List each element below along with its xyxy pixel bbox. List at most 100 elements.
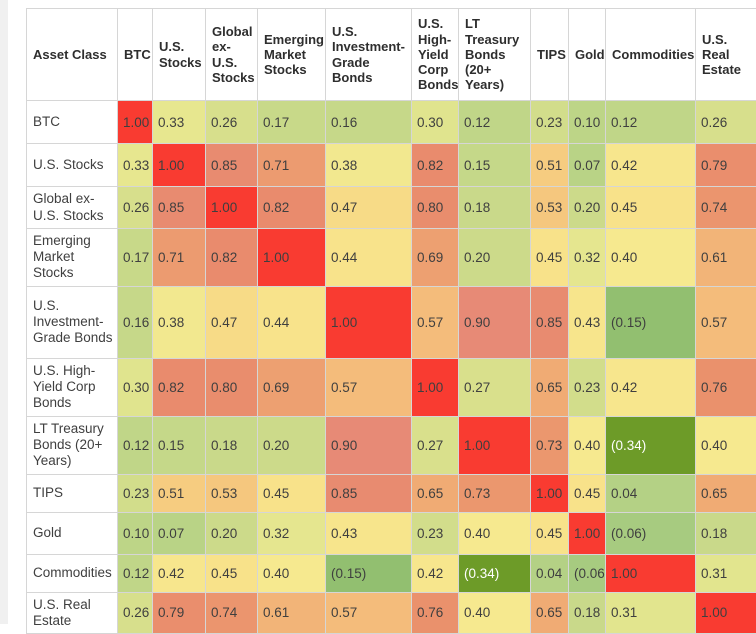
cell-u-s-investment-grade-bonds-x-u-s-investment-grade-bonds: 1.00 [326, 286, 412, 358]
cell-lt-treasury-bonds-20-years-x-u-s-high-yield-corp-bonds: 0.27 [412, 416, 459, 474]
cell-gold-x-gold: 1.00 [569, 512, 606, 554]
cell-u-s-investment-grade-bonds-x-emerging-market-stocks: 0.44 [258, 286, 326, 358]
cell-tips-x-tips: 1.00 [531, 474, 569, 512]
cell-tips-x-u-s-real-estate: 0.65 [696, 474, 756, 512]
cell-u-s-stocks-x-u-s-stocks: 1.00 [153, 144, 206, 187]
cell-emerging-market-stocks-x-emerging-market-stocks: 1.00 [258, 229, 326, 287]
cell-emerging-market-stocks-x-commodities: 0.40 [606, 229, 696, 287]
col-header-gold: Gold [569, 9, 606, 101]
row-label-global-ex-u-s-stocks: Global ex-U.S. Stocks [27, 187, 118, 229]
cell-u-s-stocks-x-btc: 0.33 [118, 144, 153, 187]
col-header-u-s-stocks: U.S. Stocks [153, 9, 206, 101]
cell-gold-x-commodities: (0.06) [606, 512, 696, 554]
cell-tips-x-lt-treasury-bonds-20-years: 0.73 [459, 474, 531, 512]
row-label-u-s-real-estate: U.S. Real Estate [27, 592, 118, 633]
row-label-lt-treasury-bonds-20-years: LT Treasury Bonds (20+ Years) [27, 416, 118, 474]
col-header-btc: BTC [118, 9, 153, 101]
cell-lt-treasury-bonds-20-years-x-gold: 0.40 [569, 416, 606, 474]
cell-gold-x-global-ex-u-s-stocks: 0.20 [206, 512, 258, 554]
cell-u-s-high-yield-corp-bonds-x-emerging-market-stocks: 0.69 [258, 358, 326, 416]
cell-u-s-real-estate-x-emerging-market-stocks: 0.61 [258, 592, 326, 633]
cell-commodities-x-emerging-market-stocks: 0.40 [258, 554, 326, 592]
cell-u-s-real-estate-x-btc: 0.26 [118, 592, 153, 633]
cell-u-s-stocks-x-commodities: 0.42 [606, 144, 696, 187]
cell-u-s-real-estate-x-commodities: 0.31 [606, 592, 696, 633]
cell-emerging-market-stocks-x-u-s-real-estate: 0.61 [696, 229, 756, 287]
cell-emerging-market-stocks-x-btc: 0.17 [118, 229, 153, 287]
cell-btc-x-u-s-real-estate: 0.26 [696, 101, 756, 144]
cell-gold-x-u-s-stocks: 0.07 [153, 512, 206, 554]
cell-tips-x-gold: 0.45 [569, 474, 606, 512]
cell-commodities-x-u-s-stocks: 0.42 [153, 554, 206, 592]
cell-btc-x-u-s-investment-grade-bonds: 0.16 [326, 101, 412, 144]
cell-u-s-real-estate-x-lt-treasury-bonds-20-years: 0.40 [459, 592, 531, 633]
col-header-tips: TIPS [531, 9, 569, 101]
cell-btc-x-global-ex-u-s-stocks: 0.26 [206, 101, 258, 144]
cell-u-s-real-estate-x-u-s-investment-grade-bonds: 0.57 [326, 592, 412, 633]
cell-gold-x-emerging-market-stocks: 0.32 [258, 512, 326, 554]
cell-commodities-x-u-s-high-yield-corp-bonds: 0.42 [412, 554, 459, 592]
cell-tips-x-emerging-market-stocks: 0.45 [258, 474, 326, 512]
cell-btc-x-lt-treasury-bonds-20-years: 0.12 [459, 101, 531, 144]
cell-u-s-high-yield-corp-bonds-x-u-s-investment-grade-bonds: 0.57 [326, 358, 412, 416]
cell-btc-x-btc: 1.00 [118, 101, 153, 144]
cell-lt-treasury-bonds-20-years-x-global-ex-u-s-stocks: 0.18 [206, 416, 258, 474]
cell-u-s-investment-grade-bonds-x-u-s-real-estate: 0.57 [696, 286, 756, 358]
cell-u-s-investment-grade-bonds-x-btc: 0.16 [118, 286, 153, 358]
cell-gold-x-u-s-real-estate: 0.18 [696, 512, 756, 554]
cell-gold-x-u-s-investment-grade-bonds: 0.43 [326, 512, 412, 554]
cell-global-ex-u-s-stocks-x-tips: 0.53 [531, 187, 569, 229]
col-header-asset-class: Asset Class [27, 9, 118, 101]
cell-u-s-high-yield-corp-bonds-x-u-s-real-estate: 0.76 [696, 358, 756, 416]
cell-global-ex-u-s-stocks-x-u-s-high-yield-corp-bonds: 0.80 [412, 187, 459, 229]
cell-u-s-stocks-x-u-s-real-estate: 0.79 [696, 144, 756, 187]
cell-global-ex-u-s-stocks-x-commodities: 0.45 [606, 187, 696, 229]
cell-lt-treasury-bonds-20-years-x-lt-treasury-bonds-20-years: 1.00 [459, 416, 531, 474]
cell-u-s-high-yield-corp-bonds-x-tips: 0.65 [531, 358, 569, 416]
cell-tips-x-btc: 0.23 [118, 474, 153, 512]
cell-u-s-real-estate-x-u-s-high-yield-corp-bonds: 0.76 [412, 592, 459, 633]
cell-tips-x-u-s-stocks: 0.51 [153, 474, 206, 512]
cell-lt-treasury-bonds-20-years-x-emerging-market-stocks: 0.20 [258, 416, 326, 474]
cell-btc-x-gold: 0.10 [569, 101, 606, 144]
row-label-emerging-market-stocks: Emerging Market Stocks [27, 229, 118, 287]
cell-u-s-investment-grade-bonds-x-u-s-high-yield-corp-bonds: 0.57 [412, 286, 459, 358]
cell-global-ex-u-s-stocks-x-u-s-investment-grade-bonds: 0.47 [326, 187, 412, 229]
cell-u-s-high-yield-corp-bonds-x-u-s-high-yield-corp-bonds: 1.00 [412, 358, 459, 416]
cell-u-s-investment-grade-bonds-x-global-ex-u-s-stocks: 0.47 [206, 286, 258, 358]
cell-commodities-x-u-s-real-estate: 0.31 [696, 554, 756, 592]
row-label-gold: Gold [27, 512, 118, 554]
cell-commodities-x-commodities: 1.00 [606, 554, 696, 592]
col-header-u-s-real-estate: U.S. Real Estate [696, 9, 756, 101]
cell-gold-x-btc: 0.10 [118, 512, 153, 554]
cell-commodities-x-u-s-investment-grade-bonds: (0.15) [326, 554, 412, 592]
cell-u-s-stocks-x-lt-treasury-bonds-20-years: 0.15 [459, 144, 531, 187]
left-gutter [0, 0, 8, 624]
cell-u-s-high-yield-corp-bonds-x-commodities: 0.42 [606, 358, 696, 416]
cell-u-s-investment-grade-bonds-x-lt-treasury-bonds-20-years: 0.90 [459, 286, 531, 358]
cell-u-s-high-yield-corp-bonds-x-global-ex-u-s-stocks: 0.80 [206, 358, 258, 416]
cell-u-s-real-estate-x-tips: 0.65 [531, 592, 569, 633]
cell-emerging-market-stocks-x-u-s-high-yield-corp-bonds: 0.69 [412, 229, 459, 287]
cell-tips-x-global-ex-u-s-stocks: 0.53 [206, 474, 258, 512]
cell-u-s-investment-grade-bonds-x-tips: 0.85 [531, 286, 569, 358]
cell-u-s-high-yield-corp-bonds-x-btc: 0.30 [118, 358, 153, 416]
cell-gold-x-tips: 0.45 [531, 512, 569, 554]
cell-commodities-x-tips: 0.04 [531, 554, 569, 592]
cell-lt-treasury-bonds-20-years-x-u-s-real-estate: 0.40 [696, 416, 756, 474]
cell-emerging-market-stocks-x-lt-treasury-bonds-20-years: 0.20 [459, 229, 531, 287]
cell-global-ex-u-s-stocks-x-u-s-stocks: 0.85 [153, 187, 206, 229]
row-label-u-s-stocks: U.S. Stocks [27, 144, 118, 187]
cell-u-s-stocks-x-gold: 0.07 [569, 144, 606, 187]
cell-u-s-investment-grade-bonds-x-gold: 0.43 [569, 286, 606, 358]
